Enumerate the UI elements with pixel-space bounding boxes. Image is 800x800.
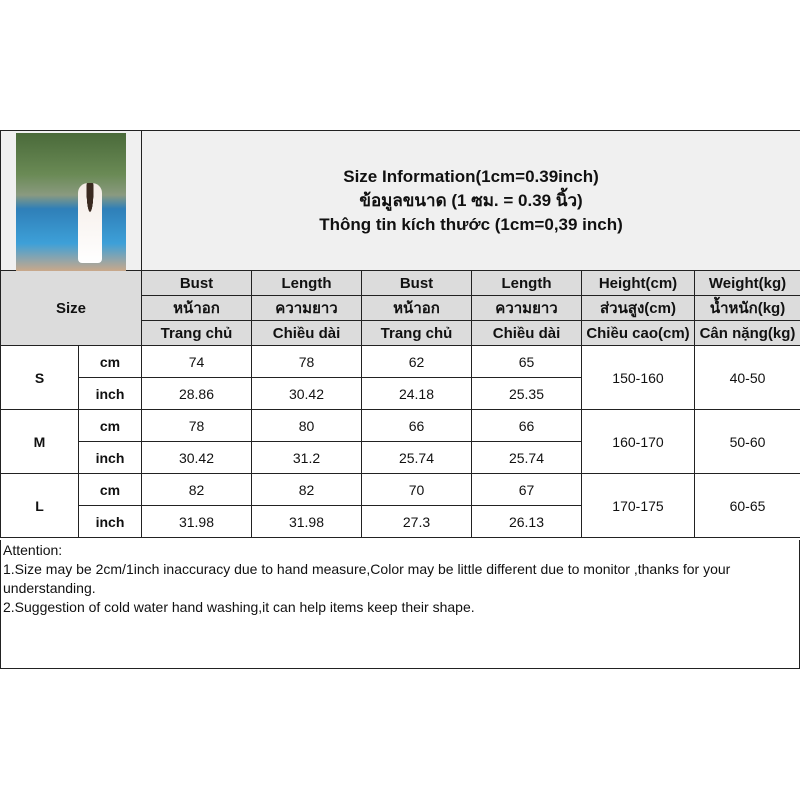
title-cell: Size Information(1cm=0.39inch) ข้อมูลขนา… <box>140 130 800 271</box>
unit-label: inch <box>78 441 142 474</box>
inch-value: 25.35 <box>471 377 582 410</box>
inch-value: 30.42 <box>251 377 362 410</box>
col-header-th: น้ำหนัก(kg) <box>693 295 800 321</box>
col-header-vi: Chiều cao(cm) <box>581 320 695 346</box>
cm-value: 67 <box>471 473 582 506</box>
attention-heading: Attention: <box>3 542 63 558</box>
title-vi: Thông tin kích thước (1cm=0,39 inch) <box>319 214 623 234</box>
unit-label: inch <box>78 377 142 410</box>
cm-value: 78 <box>251 345 362 378</box>
size-label: L <box>0 473 79 538</box>
height-value: 170-175 <box>581 473 695 538</box>
weight-value: 60-65 <box>693 473 800 538</box>
inch-value: 26.13 <box>471 505 582 538</box>
title-th: ข้อมูลขนาด (1 ซม. = 0.39 นิ้ว) <box>359 190 583 210</box>
unit-label: cm <box>78 345 142 378</box>
inch-value: 25.74 <box>471 441 582 474</box>
col-header-vi: Chiều dài <box>251 320 362 346</box>
height-value: 150-160 <box>581 345 695 410</box>
cm-value: 78 <box>141 409 252 442</box>
inch-value: 30.42 <box>141 441 252 474</box>
inch-value: 25.74 <box>361 441 472 474</box>
size-label: M <box>0 409 79 474</box>
col-header-vi: Trang chủ <box>141 320 252 346</box>
inch-value: 28.86 <box>141 377 252 410</box>
attention-note: Attention: 1.Size may be 2cm/1inch inacc… <box>0 540 800 669</box>
table-row: inch 28.86 30.42 24.18 25.35 <box>1 377 800 410</box>
col-header-th: ความยาว <box>471 295 582 321</box>
inch-value: 27.3 <box>361 505 472 538</box>
inch-value: 31.98 <box>141 505 252 538</box>
unit-label: cm <box>78 409 142 442</box>
weight-value: 40-50 <box>693 345 800 410</box>
col-header-th: หน้าอก <box>361 295 472 321</box>
weight-value: 50-60 <box>693 409 800 474</box>
col-header-vi: Chiều dài <box>471 320 582 346</box>
cm-value: 66 <box>361 409 472 442</box>
height-value: 160-170 <box>581 409 695 474</box>
inch-value: 24.18 <box>361 377 472 410</box>
col-header: Bust <box>361 270 472 296</box>
cm-value: 70 <box>361 473 472 506</box>
col-header: Length <box>251 270 362 296</box>
cm-value: 65 <box>471 345 582 378</box>
inch-value: 31.2 <box>251 441 362 474</box>
title-en: Size Information(1cm=0.39inch) <box>343 166 599 186</box>
col-header-th: ความยาว <box>251 295 362 321</box>
col-header-th: ส่วนสูง(cm) <box>581 295 695 321</box>
cm-value: 80 <box>251 409 362 442</box>
size-header: Size <box>0 270 142 346</box>
cm-value: 82 <box>141 473 252 506</box>
attention-line: 1.Size may be 2cm/1inch inaccuracy due t… <box>3 561 731 596</box>
cm-value: 74 <box>141 345 252 378</box>
product-photo-cell <box>0 130 142 271</box>
cm-value: 62 <box>361 345 472 378</box>
unit-label: cm <box>78 473 142 506</box>
product-photo <box>16 133 126 271</box>
attention-line: 2.Suggestion of cold water hand washing,… <box>3 599 475 615</box>
cm-value: 66 <box>471 409 582 442</box>
cm-value: 82 <box>251 473 362 506</box>
inch-value: 31.98 <box>251 505 362 538</box>
col-header-vi: Trang chủ <box>361 320 472 346</box>
col-header: Bust <box>141 270 252 296</box>
col-header: Weight(kg) <box>693 270 800 296</box>
table-row: inch 31.98 31.98 27.3 26.13 <box>1 505 800 538</box>
col-header: Length <box>471 270 582 296</box>
unit-label: inch <box>78 505 142 538</box>
col-header-vi: Cân nặng(kg) <box>693 320 800 346</box>
table-row: inch 30.42 31.2 25.74 25.74 <box>1 441 800 474</box>
size-label: S <box>0 345 79 410</box>
col-header: Height(cm) <box>581 270 695 296</box>
col-header-th: หน้าอก <box>141 295 252 321</box>
size-chart-table: Size Information(1cm=0.39inch) ข้อมูลขนา… <box>0 130 800 538</box>
